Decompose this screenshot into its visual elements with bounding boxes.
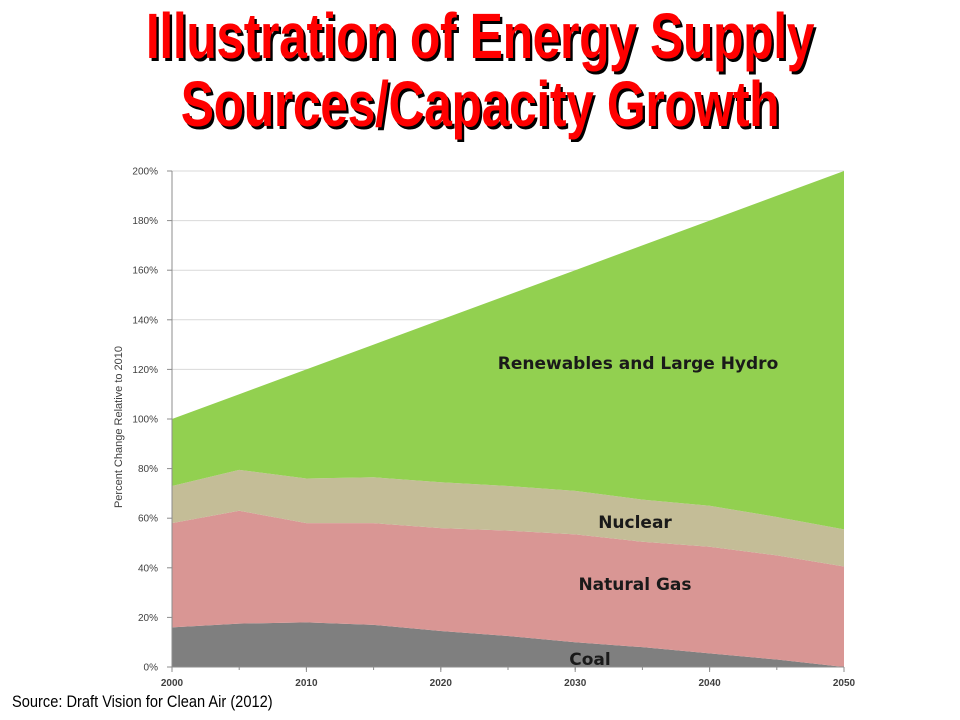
y-tick-label: 140% xyxy=(132,315,158,326)
area-natural-gas xyxy=(172,510,844,667)
y-tick-label: 40% xyxy=(138,563,158,574)
series-label-coal: Coal xyxy=(569,650,610,670)
y-tick-label: 100% xyxy=(132,415,158,426)
y-axis-label: Percent Change Relative to 2010 xyxy=(113,346,125,508)
stacked-area-chart: 0% 20% 40% 60% 80% 100% 120% 140% 160% 180% 200% 2… xyxy=(113,167,856,690)
x-tick-label: 2030 xyxy=(564,678,587,689)
x-tick-label: 2050 xyxy=(833,678,856,689)
y-tick-label: 120% xyxy=(132,365,158,376)
x-tick-labels: 2000 2010 2020 2030 2040 2050 xyxy=(161,667,856,689)
y-tick-label: 0% xyxy=(144,663,159,674)
y-tick-labels: 0% 20% 40% 60% 80% 100% 120% 140% 160% 180% 200% xyxy=(132,167,172,674)
title-line-2: Sources/Capacity Growth xyxy=(180,68,780,140)
x-tick-label: 2040 xyxy=(698,678,721,689)
y-tick-label: 80% xyxy=(138,464,158,475)
y-tick-label: 60% xyxy=(138,514,158,525)
area-coal xyxy=(172,622,844,667)
y-tick-label: 160% xyxy=(132,266,158,277)
y-tick-label: 180% xyxy=(132,216,158,227)
series-label-renewables: Renewables and Large Hydro xyxy=(498,354,779,374)
x-tick-label: 2020 xyxy=(430,678,453,689)
area-nuclear xyxy=(172,469,844,567)
page-title: Illustration of Energy Supply Sources/Ca… xyxy=(106,2,855,138)
x-tick-label: 2000 xyxy=(161,678,184,689)
area-series xyxy=(172,171,844,667)
series-label-nuclear: Nuclear xyxy=(598,513,672,533)
y-tick-label: 20% xyxy=(138,613,158,624)
series-label-natural-gas: Natural Gas xyxy=(578,575,691,595)
y-tick-label: 200% xyxy=(132,167,158,178)
title-line-1: Illustration of Energy Supply xyxy=(145,0,815,72)
x-tick-label: 2010 xyxy=(295,678,318,689)
source-note: Source: Draft Vision for Clean Air (2012… xyxy=(12,692,273,711)
area-renewables xyxy=(172,171,844,530)
